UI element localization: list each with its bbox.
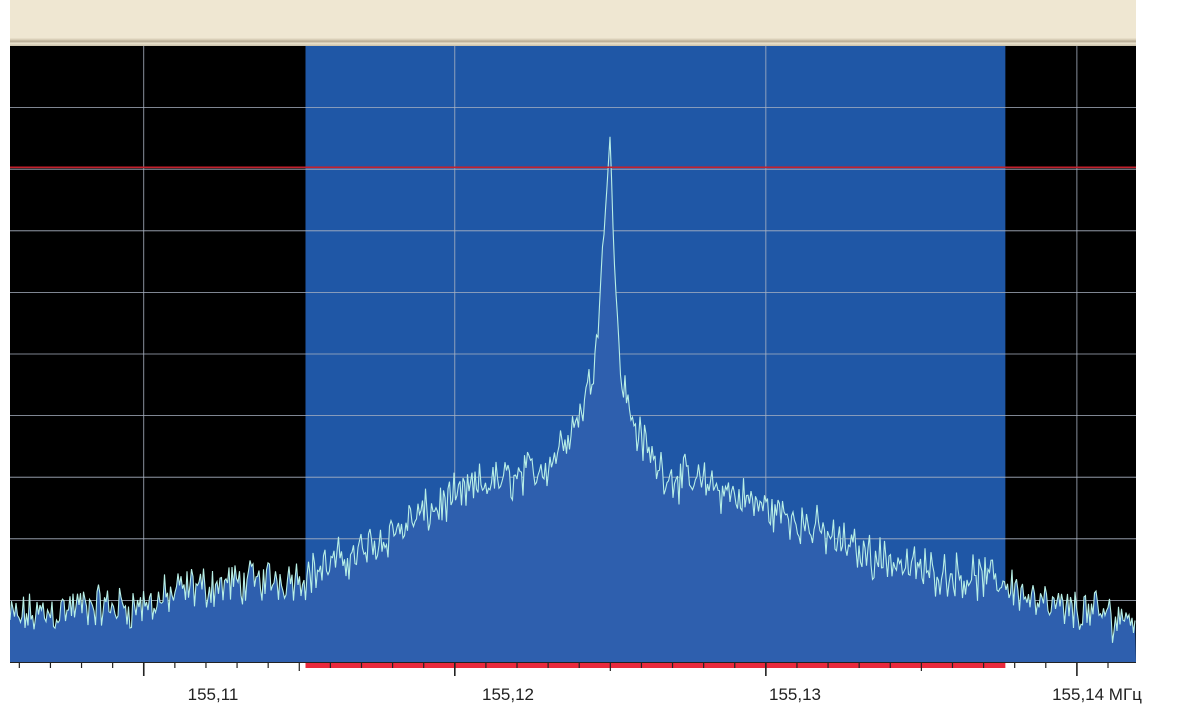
- passband-marker[interactable]: [305, 662, 1006, 668]
- tick-label-155-11: 155,11: [188, 685, 239, 704]
- minor-ticks: [18, 662, 1109, 671]
- spectrum-display[interactable]: [10, 46, 1136, 662]
- tick-label-155-12: 155,12: [482, 685, 534, 704]
- spectrum-trace-line: [10, 136, 1136, 643]
- tick-label-155-14: 155,14 МГц: [1052, 685, 1142, 704]
- frequency-axis: 155,11 155,12 155,13 155,14 МГц: [10, 662, 1142, 704]
- tick-label-155-13: 155,13: [769, 685, 821, 704]
- major-ticks: [142, 662, 1078, 676]
- window-title-bar[interactable]: [10, 0, 1136, 46]
